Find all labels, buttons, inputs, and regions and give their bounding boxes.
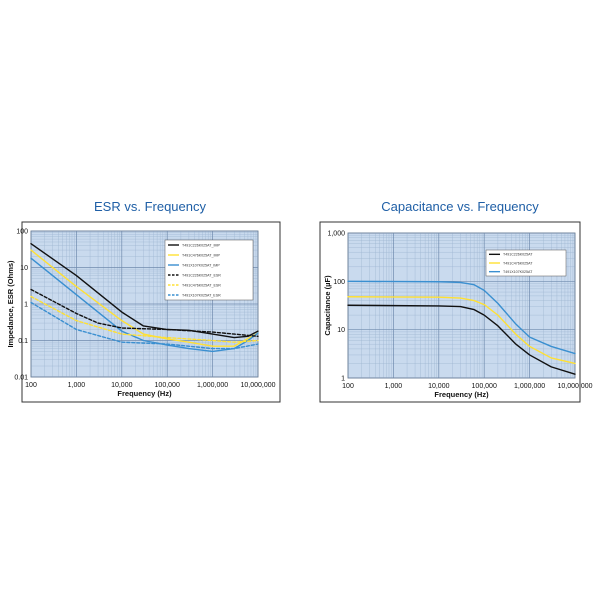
esr-legend-label: T491C476K025AT_IMP xyxy=(182,253,220,257)
esr-x-tick-label: 10,000 xyxy=(111,382,133,389)
esr-y-tick-label: 100 xyxy=(16,229,28,236)
cap-x-tick-label: 10,000,000 xyxy=(557,383,592,390)
cap-x-tick-label: 1,000 xyxy=(385,383,403,390)
cap-x-tick-label: 100,000 xyxy=(472,383,497,390)
esr-x-tick-label: 10,000,000 xyxy=(240,382,275,389)
esr-chart-title: ESR vs. Frequency xyxy=(94,199,206,214)
esr-x-tick-label: 100 xyxy=(25,382,37,389)
esr-series-line-5 xyxy=(30,295,259,343)
esr-legend-label: T491C476K025AT_ESR xyxy=(182,283,221,287)
cap-y-tick-label: 10 xyxy=(337,327,345,334)
esr-legend-label: T491X107K025AT_IMP xyxy=(182,263,220,267)
cap-x-tick-label: 100 xyxy=(342,383,354,390)
esr-y-tick-label: 1 xyxy=(24,302,28,309)
esr-legend-label: T491C226K025AT_IMP xyxy=(182,243,220,247)
cap-x-axis-label: Frequency (Hz) xyxy=(434,390,489,399)
esr-x-tick-label: 100,000 xyxy=(155,382,180,389)
esr-y-axis-label: Impedance, ESR (Ohms) xyxy=(6,260,15,348)
cap-y-tick-label: 1 xyxy=(341,376,345,383)
esr-series-line-6 xyxy=(30,301,259,350)
esr-y-tick-label: 0.01 xyxy=(14,375,28,382)
capacitance-chart-title: Capacitance vs. Frequency xyxy=(381,199,539,214)
esr-x-tick-label: 1,000 xyxy=(68,382,86,389)
esr-x-axis-label: Frequency (Hz) xyxy=(117,389,172,398)
cap-x-tick-label: 10,000 xyxy=(428,383,450,390)
cap-y-tick-label: 1,000 xyxy=(327,231,345,238)
cap-y-axis-label: Capacitance (µF) xyxy=(323,275,332,336)
esr-series-line-4 xyxy=(30,288,259,338)
cap-x-tick-label: 1,000,000 xyxy=(514,383,545,390)
esr-series-line-2 xyxy=(30,249,259,347)
cap-series-line-3 xyxy=(347,280,576,355)
cap-series-line-1 xyxy=(347,304,576,375)
cap-legend-label: T491C226K025AT xyxy=(503,253,533,257)
esr-legend-label: T491X107K025AT_ESR xyxy=(182,293,221,297)
esr-y-tick-label: 0.1 xyxy=(18,338,28,345)
esr-legend-label: T491C226K025AT_ESR xyxy=(182,273,221,277)
cap-series-line-2 xyxy=(347,296,576,365)
cap-y-tick-label: 100 xyxy=(333,279,345,286)
esr-legend xyxy=(164,239,254,301)
cap-legend-label: T491C476K025AT xyxy=(503,261,533,265)
cap-legend-label: T491X107K025AT xyxy=(503,270,533,274)
esr-y-tick-label: 10 xyxy=(20,265,28,272)
esr-x-tick-label: 1,000,000 xyxy=(197,382,228,389)
esr-series-line-3 xyxy=(30,257,259,353)
